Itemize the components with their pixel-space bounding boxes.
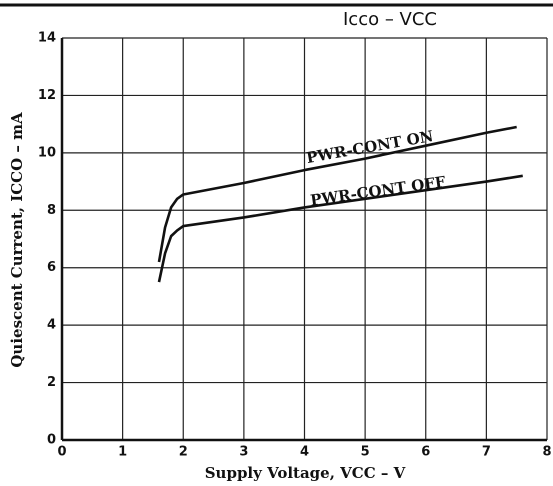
x-tick-label: 0 <box>57 445 66 460</box>
curve <box>157 125 517 263</box>
x-tick-label: 2 <box>179 445 188 460</box>
x-axis-label: Supply Voltage, VCC – V <box>205 464 406 482</box>
x-tick-label: 1 <box>118 445 127 460</box>
curve-label: PWR-CONT ON <box>305 127 435 167</box>
y-tick-label: 0 <box>47 433 56 448</box>
x-tick-label: 8 <box>542 445 551 460</box>
x-tick-label: 6 <box>421 445 430 460</box>
y-tick-label: 8 <box>47 203 56 218</box>
x-tick-label: 7 <box>482 445 491 460</box>
y-tick-label: 2 <box>47 375 56 390</box>
x-tick-label: 5 <box>361 445 370 460</box>
x-tick-label: 4 <box>300 445 309 460</box>
y-tick-label: 14 <box>38 31 56 46</box>
y-axis-label: Quiescent Current, ICCO – mA <box>8 112 26 368</box>
y-tick-label: 6 <box>47 260 56 275</box>
chart-title: Icco – VCC <box>343 9 437 30</box>
y-tick-label: 12 <box>38 88 56 103</box>
x-tick-label: 3 <box>239 445 248 460</box>
y-tick-label: 10 <box>38 145 56 160</box>
curve <box>157 174 523 283</box>
y-tick-label: 4 <box>47 318 56 333</box>
